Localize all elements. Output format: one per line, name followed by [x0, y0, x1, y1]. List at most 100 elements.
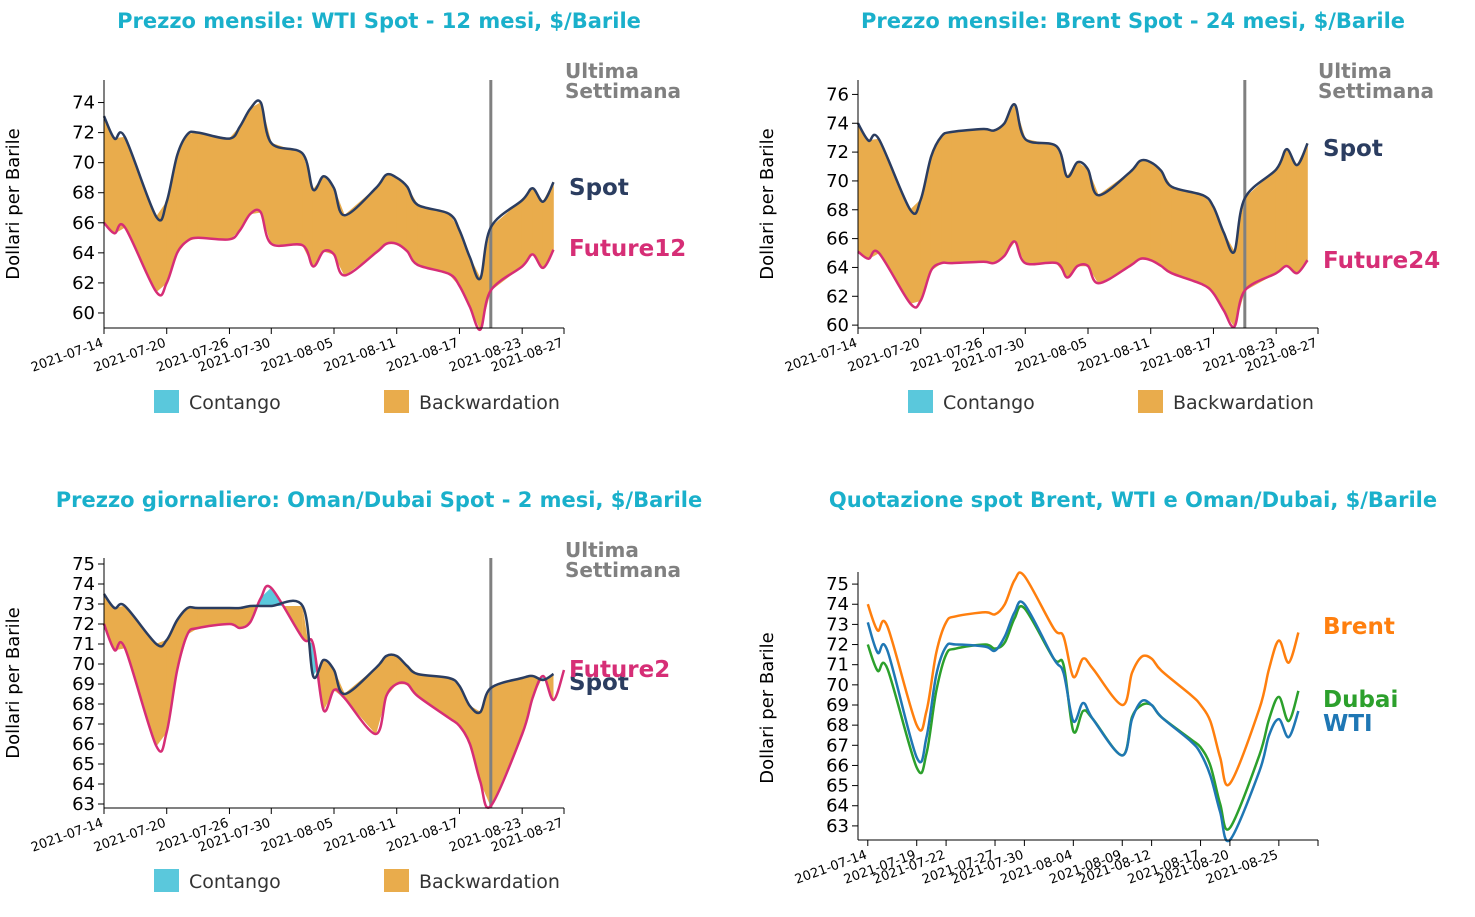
panel-brent: Prezzo mensile: Brent Spot - 24 mesi, $/… — [757, 9, 1440, 414]
backwardation-band — [930, 136, 942, 271]
backwardation-band — [1066, 161, 1078, 279]
backwardation-band — [1077, 161, 1089, 267]
y-tick-label: 64 — [72, 774, 95, 795]
backwardation-band — [983, 128, 995, 264]
series-line-future — [102, 584, 566, 809]
panel-comparison: Quotazione spot Brent, WTI e Oman/Dubai,… — [757, 488, 1437, 888]
backwardation-band — [114, 136, 126, 234]
annotation-settimana: Settimana — [565, 558, 681, 582]
legend-label-contango: Contango — [189, 392, 281, 414]
backwardation-band — [1056, 146, 1068, 279]
y-tick-label: 75 — [72, 554, 95, 575]
y-tick-label: 65 — [72, 754, 95, 775]
y-tick-label: 60 — [826, 315, 849, 336]
y-tick-label: 68 — [826, 715, 849, 736]
plot-area: 60626466687072742021-07-142021-07-202021… — [29, 80, 565, 376]
y-tick-label: 72 — [72, 614, 95, 635]
series-label-future: Future24 — [1323, 248, 1440, 274]
backwardation-band — [1244, 168, 1277, 292]
backwardation-band — [344, 667, 377, 735]
backwardation-band — [124, 136, 157, 293]
series-line-spot — [856, 103, 1309, 254]
legend-label-backwardation: Backwardation — [419, 392, 560, 414]
y-tick-label: 70 — [826, 675, 849, 696]
y-tick-label: 71 — [72, 634, 95, 655]
backwardation-band — [993, 122, 1005, 264]
legend: Contango Backwardation — [154, 390, 560, 414]
backwardation-band — [951, 128, 984, 264]
series-line-dubai — [866, 604, 1300, 831]
annotation-settimana: Settimana — [1318, 79, 1434, 103]
y-tick-label: 66 — [826, 755, 849, 776]
legend-swatch-backwardation — [384, 869, 409, 892]
series-line-future — [857, 240, 1309, 329]
plot-area: 636465666768697071727374752021-07-142021… — [29, 554, 565, 856]
legend-swatch-contango — [154, 390, 179, 413]
annotation-ultima: Ultima — [565, 538, 639, 562]
panel-dubai: Prezzo giornaliero: Oman/Dubai Spot - 2 … — [3, 488, 702, 893]
y-axis-label: Dollari per Barile — [757, 632, 778, 784]
y-tick-label: 76 — [826, 84, 849, 105]
y-tick-label: 72 — [826, 635, 849, 656]
backwardation-band — [1171, 186, 1204, 286]
legend-label-backwardation: Backwardation — [419, 871, 560, 893]
legend-swatch-backwardation — [1138, 390, 1163, 413]
backwardation-band — [156, 200, 167, 293]
backwardation-band — [323, 175, 335, 255]
backwardation-band — [187, 132, 199, 242]
y-tick-label: 64 — [826, 257, 849, 278]
chart-title: Prezzo mensile: WTI Spot - 12 mesi, $/Ba… — [117, 9, 641, 33]
legend: Contango Backwardation — [908, 390, 1314, 414]
backwardation-band — [909, 198, 922, 304]
y-tick-label: 66 — [826, 229, 849, 250]
y-tick-label: 74 — [826, 113, 849, 134]
legend-swatch-contango — [908, 390, 933, 413]
chart-title: Prezzo mensile: Brent Spot - 24 mesi, $/… — [861, 9, 1405, 33]
y-axis-label: Dollari per Barile — [3, 607, 24, 759]
backwardation-band — [1025, 138, 1057, 264]
backwardation-band — [1202, 194, 1214, 295]
series-line-spot — [102, 99, 555, 281]
backwardation-band — [1140, 160, 1151, 261]
backwardation-band — [333, 188, 345, 276]
chart-title: Quotazione spot Brent, WTI e Oman/Dubai,… — [829, 488, 1437, 512]
backwardation-band — [1150, 161, 1162, 267]
y-tick-label: 68 — [72, 694, 95, 715]
plot-area: 636465666768697071727374752021-07-142021… — [793, 571, 1319, 888]
y-tick-label: 67 — [826, 735, 849, 756]
series-line-future — [103, 208, 555, 331]
y-tick-label: 68 — [72, 183, 95, 204]
y-tick-label: 68 — [826, 200, 849, 221]
backwardation-band — [156, 639, 167, 747]
backwardation-band — [1098, 171, 1131, 284]
backwardation-band — [302, 606, 308, 641]
annotation-settimana: Settimana — [565, 79, 681, 103]
legend-label-backwardation: Backwardation — [1173, 392, 1314, 414]
y-tick-label: 74 — [826, 594, 849, 615]
y-tick-label: 72 — [72, 123, 95, 144]
backwardation-band — [385, 174, 398, 245]
y-tick-label: 64 — [826, 796, 849, 817]
y-tick-label: 66 — [72, 734, 95, 755]
y-tick-label: 74 — [72, 574, 95, 595]
y-tick-label: 73 — [826, 614, 849, 635]
y-tick-label: 70 — [72, 153, 95, 174]
y-tick-label: 62 — [72, 273, 95, 294]
legend-label-contango: Contango — [189, 871, 281, 893]
series-label-brent: Brent — [1323, 614, 1395, 640]
backwardation-band — [197, 132, 230, 240]
annotation-ultima: Ultima — [1318, 59, 1392, 83]
y-tick-label: 71 — [826, 655, 849, 676]
y-tick-label: 72 — [826, 142, 849, 163]
legend-swatch-backwardation — [384, 390, 409, 413]
y-tick-label: 75 — [826, 574, 849, 595]
backwardation-band — [1286, 148, 1298, 274]
series-label-wti: WTI — [1323, 711, 1373, 737]
y-tick-label: 73 — [72, 594, 95, 615]
series-label-future: Future2 — [569, 657, 670, 683]
backwardation-band — [103, 115, 115, 235]
legend-swatch-contango — [154, 869, 179, 892]
backwardation-band — [1004, 104, 1016, 257]
backwardation-band — [250, 101, 262, 215]
panel-wti: Prezzo mensile: WTI Spot - 12 mesi, $/Ba… — [3, 9, 686, 414]
